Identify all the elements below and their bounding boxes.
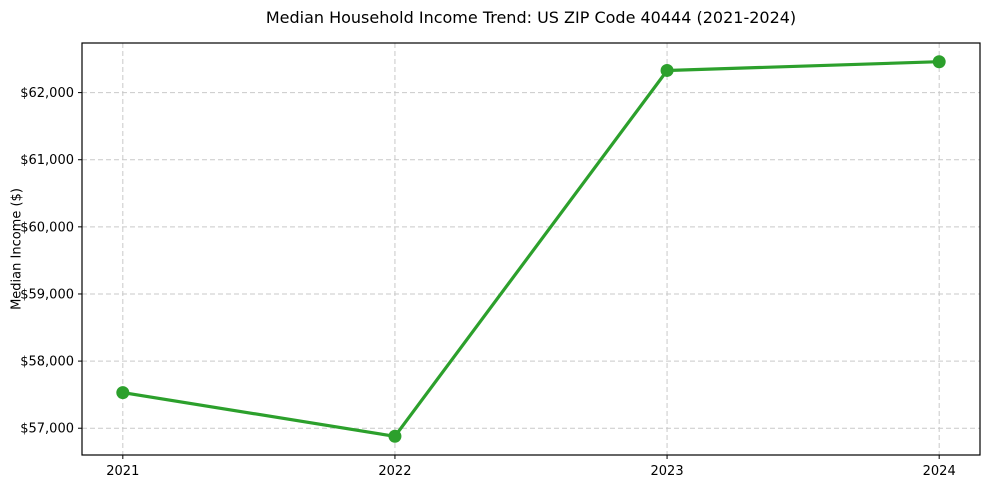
y-tick-label: $62,000 — [20, 86, 74, 101]
x-tick-label: 2023 — [651, 464, 684, 479]
data-point-marker — [116, 386, 130, 400]
x-tick-label: 2021 — [106, 464, 139, 479]
x-tick-label: 2024 — [923, 464, 956, 479]
y-tick-label: $57,000 — [20, 422, 74, 437]
plot-border — [81, 42, 981, 456]
x-tick-label: 2022 — [378, 464, 411, 479]
data-point-marker — [932, 55, 946, 69]
chart-title: Median Household Income Trend: US ZIP Co… — [265, 8, 797, 27]
data-point-marker — [388, 429, 402, 443]
y-tick-label: $59,000 — [20, 287, 74, 302]
y-tick-label: $61,000 — [20, 153, 74, 168]
data-point-marker — [660, 63, 674, 77]
y-tick-label: $60,000 — [20, 220, 74, 235]
trend-line — [121, 60, 941, 438]
y-tick-label: $58,000 — [20, 355, 74, 370]
